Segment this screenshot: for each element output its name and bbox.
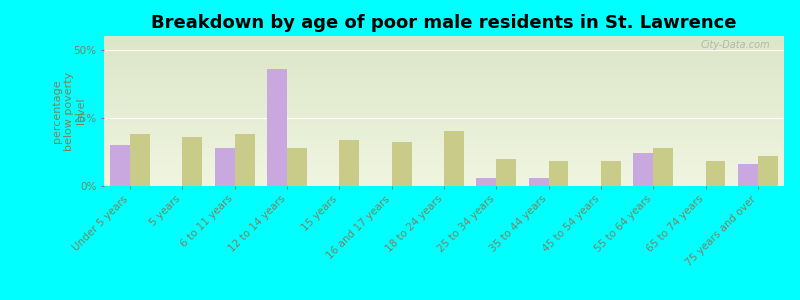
Bar (392, 142, 411, 186)
Bar (339, 140, 359, 186)
Bar (215, 148, 234, 186)
Bar (549, 161, 569, 186)
Bar (654, 148, 673, 186)
Bar (234, 134, 254, 186)
Bar (496, 159, 516, 186)
Bar (130, 134, 150, 186)
Bar (601, 161, 621, 186)
Title: Breakdown by age of poor male residents in St. Lawrence: Breakdown by age of poor male residents … (151, 14, 737, 32)
Bar (267, 69, 287, 186)
Bar (529, 178, 549, 186)
Bar (477, 178, 496, 186)
Bar (110, 145, 130, 186)
Bar (738, 164, 758, 186)
Bar (706, 161, 726, 186)
Bar (758, 156, 778, 186)
Bar (634, 153, 654, 186)
Bar (287, 148, 307, 186)
Text: City-Data.com: City-Data.com (701, 40, 770, 50)
Bar (444, 131, 464, 186)
Bar (182, 137, 202, 186)
Y-axis label: percentage
below poverty
level: percentage below poverty level (53, 71, 86, 151)
